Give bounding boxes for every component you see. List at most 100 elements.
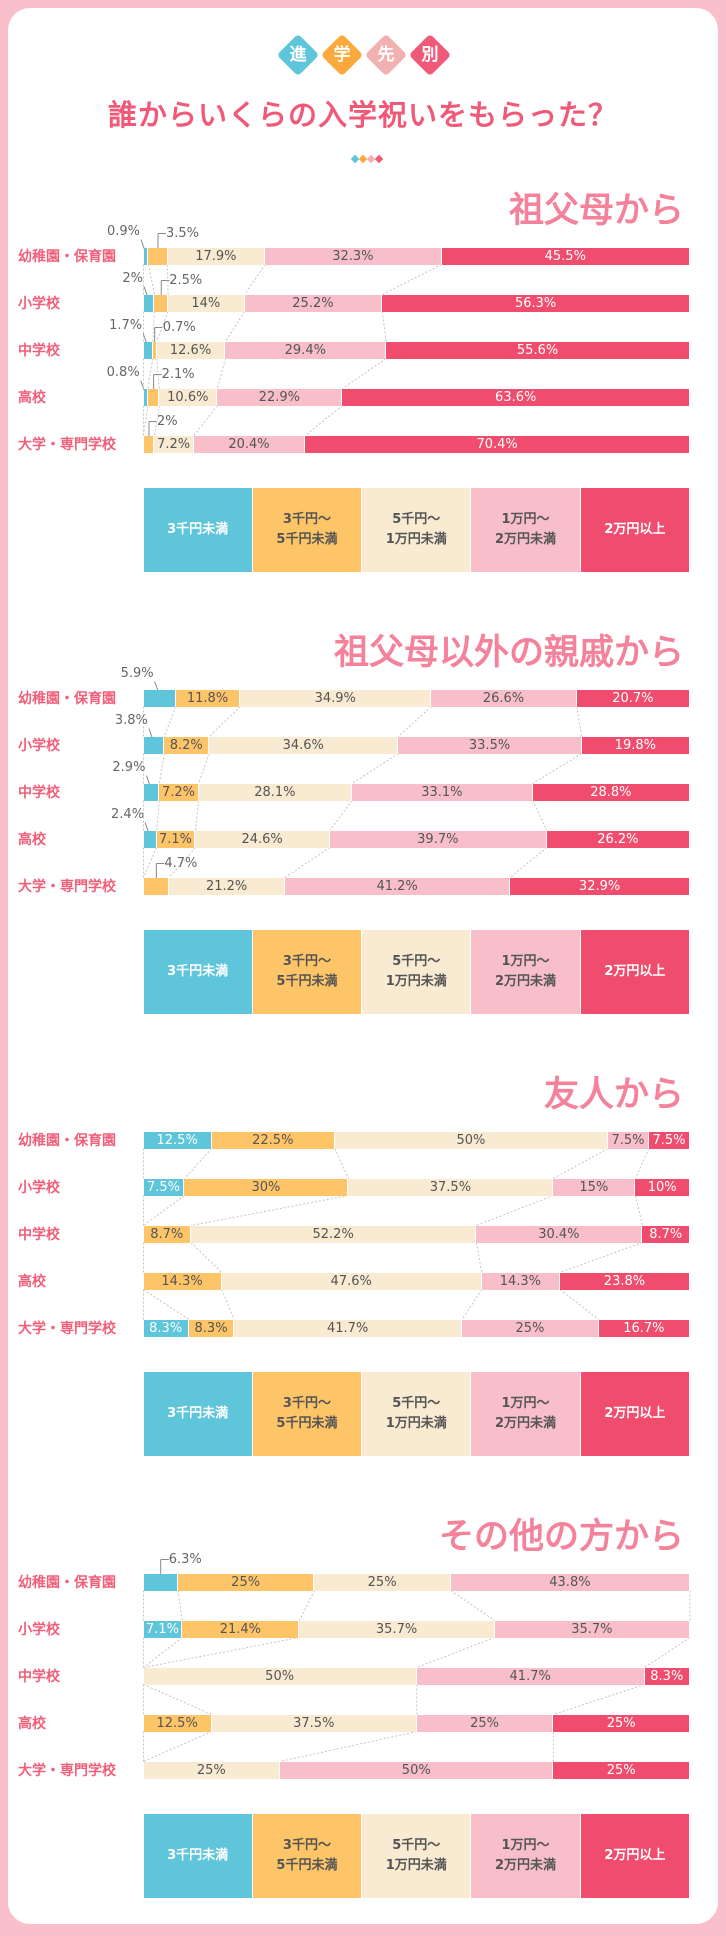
bar-segment: 41.7% — [416, 1667, 645, 1685]
bar-segment: 45.5% — [441, 247, 690, 265]
row-label: 大学・専門学校 — [18, 1763, 116, 1779]
bar-value-label: 34.9% — [314, 690, 356, 706]
connector-line — [194, 800, 200, 831]
bar-segment: 8.2% — [164, 736, 210, 754]
bar-segment: 41.2% — [285, 877, 511, 895]
panel-title: 友人から — [543, 1075, 684, 1115]
connector-line — [143, 405, 149, 436]
panel-2: 友人から 幼稚園・保育園 12.5% 22.5% 50% 7.5% 7.5% 小学校 7.5% 3… — [0, 884, 726, 1456]
bar-segment: 14.3% — [481, 1272, 560, 1290]
bar-value-label: 41.7% — [327, 1320, 369, 1336]
panel-1: 祖父母以外の親戚から 幼稚園・保育園 5.9% 11.8% 34.9% 26.6% 20.7… — [0, 442, 726, 1014]
connector-line — [461, 1289, 483, 1320]
row-label: 中学校 — [18, 785, 60, 801]
kicker-badge: 別 — [408, 33, 452, 77]
panel-3: その他の方から 幼稚園・保育園 6.3% 25% 25% 43.8% 小学校 7.1% 21.4… — [0, 1326, 726, 1898]
bar-value-label: 7.1% — [158, 831, 193, 847]
bar-value-label: 5.9% — [120, 665, 154, 681]
kicker-char: 進 — [289, 45, 307, 65]
connector-line — [198, 753, 210, 784]
bar-value-label: 21.2% — [205, 878, 248, 894]
bar-segment: 37.5% — [348, 1178, 554, 1196]
bar-segment: 7.5% — [608, 1131, 649, 1149]
page-title: 誰からいくらの入学祝いをもらった？ — [107, 98, 618, 132]
bar-segment: 28.1% — [198, 783, 353, 801]
bar-value-label: 8.2% — [169, 737, 203, 753]
bar-value-label: 24.6% — [241, 831, 283, 847]
legend-label: 3千円未満 — [167, 522, 229, 537]
legend-label: 3千円～ 5千円未満 — [276, 954, 338, 989]
bar-segment: 23.8% — [559, 1272, 690, 1290]
connector-line — [280, 1731, 417, 1762]
bar-segment: 29.4% — [225, 341, 387, 359]
legend-item: 1万円～ 2万円未満 — [471, 930, 581, 1014]
bar-segment: 8.3% — [143, 1319, 189, 1337]
legend-item: 2万円以上 — [580, 488, 690, 572]
connector-line — [177, 1590, 183, 1621]
connector-line — [190, 1195, 349, 1226]
bar-segment: 35.7% — [299, 1620, 495, 1638]
connector-line — [381, 311, 387, 342]
legend-item: 1万円～ 2万円未満 — [471, 1372, 581, 1456]
bar-segment: 56.3% — [382, 294, 690, 312]
bar-value-label: 32.3% — [332, 248, 374, 264]
row-label: 小学校 — [18, 1180, 60, 1196]
legend-label: 3千円未満 — [167, 964, 229, 979]
bar-segment — [143, 689, 176, 707]
bar-segment: 25% — [177, 1573, 315, 1591]
bar-segment: 19.8% — [581, 736, 690, 754]
bar-segment — [147, 388, 160, 406]
bar-value-label: 32.9% — [578, 878, 621, 894]
connector-line — [382, 264, 442, 295]
bar-segment: 25% — [143, 1761, 281, 1779]
bar-value-label: 8.3% — [650, 1668, 684, 1684]
kicker-badges: 進学先別 — [0, 33, 726, 77]
bar-value-label: 28.8% — [590, 784, 632, 800]
connector-line — [152, 311, 155, 342]
bar-segment: 7.5% — [143, 1178, 185, 1196]
legend-item: 3千円未満 — [143, 488, 253, 572]
connector-line — [329, 800, 353, 831]
bar-value-label: 22.9% — [258, 389, 300, 405]
bar-segment: 7.5% — [649, 1131, 690, 1149]
row-label: 中学校 — [18, 1669, 60, 1685]
bar-segment — [143, 877, 170, 895]
connector-line — [509, 847, 548, 878]
bar-segment: 32.3% — [265, 247, 442, 265]
bar-value-label: 50% — [265, 1668, 295, 1684]
legend-label: 3千円未満 — [167, 1848, 229, 1863]
bar-value-label: 25% — [606, 1715, 636, 1731]
bar-value-label: 26.6% — [482, 690, 525, 706]
bar-segment: 22.9% — [217, 388, 343, 406]
bar-value-label: 8.3% — [194, 1320, 228, 1336]
bar-segment: 25% — [553, 1761, 690, 1779]
bar-segment: 55.6% — [386, 341, 690, 359]
row-label: 幼稚園・保育園 — [18, 691, 116, 707]
legend-item: 1万円～ 2万円未満 — [471, 1814, 581, 1898]
bar-value-label: 47.6% — [330, 1273, 372, 1289]
connector-line — [532, 800, 548, 831]
bar-segment: 32.9% — [510, 877, 690, 895]
bar-segment: 8.7% — [143, 1225, 192, 1243]
connector-line — [475, 1242, 483, 1273]
bar-segment — [143, 830, 157, 848]
bar-segment: 11.8% — [175, 689, 241, 707]
bar-value-label: 29.4% — [284, 342, 326, 358]
bar-value-label: 4.7% — [164, 855, 198, 871]
bar-value-label: 34.6% — [282, 737, 324, 753]
connector-line — [304, 405, 343, 436]
connector-line — [193, 405, 218, 436]
bar-segment: 14% — [168, 294, 245, 312]
row-label: 高校 — [18, 1716, 46, 1732]
connector-line — [208, 706, 241, 737]
bar-segment: 12.5% — [143, 1714, 212, 1732]
row-label: 中学校 — [18, 343, 60, 359]
legend-item: 5千円～ 1万円未満 — [362, 1814, 472, 1898]
bar-value-label: 12.6% — [169, 342, 212, 358]
bar-segment: 12.6% — [156, 341, 226, 359]
connector-line — [634, 1148, 650, 1179]
connector-line — [644, 1637, 691, 1668]
bar-value-label: 8.7% — [150, 1226, 184, 1242]
bar-value-label: 7.1% — [145, 1621, 179, 1637]
connector-line — [221, 1289, 235, 1320]
